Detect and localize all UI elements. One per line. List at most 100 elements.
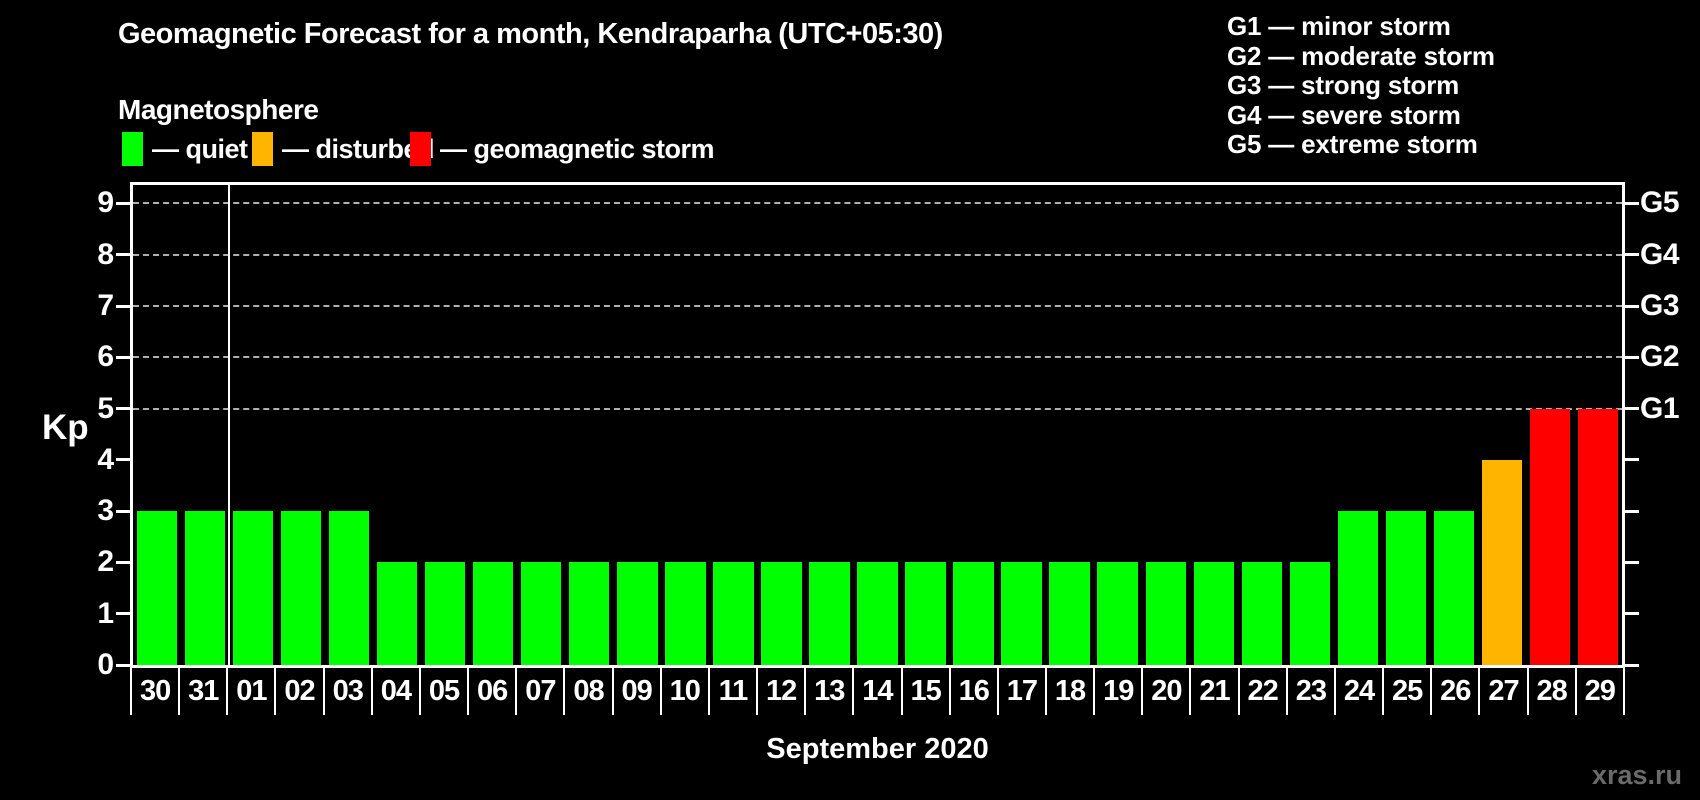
- x-axis-day-labels: 30 31 01 02 03 04 05 06 07 08 09 10 11 12 13 14 15 16 17 18…: [130, 668, 1625, 715]
- bar-slot-day-27: [1478, 185, 1526, 665]
- bar-slot-day-29: [1574, 185, 1622, 665]
- kp-bar-day-22: [1241, 562, 1282, 665]
- y-tick-label-3: 3: [97, 494, 114, 528]
- kp-bar-day-24: [1337, 511, 1378, 665]
- kp-bar-day-12: [761, 562, 802, 665]
- gridline-kp8: [133, 253, 1622, 256]
- day-label-12: 12: [758, 668, 807, 715]
- day-label-28: 28: [1529, 668, 1577, 715]
- bar-slot-day-05: [421, 185, 469, 665]
- kp-bar-day-13: [809, 562, 850, 665]
- x-axis-month-label: September 2020: [766, 733, 989, 765]
- bar-slot-day-13: [805, 185, 853, 665]
- day-label-10: 10: [662, 668, 710, 715]
- gridline-kp7: [133, 305, 1622, 308]
- legend-swatch-quiet-icon: [122, 132, 143, 166]
- day-label-25: 25: [1384, 668, 1433, 715]
- kp-bar-day-20: [1145, 562, 1186, 665]
- day-label-18: 18: [1047, 668, 1096, 715]
- bar-slot-day-18: [1046, 185, 1094, 665]
- kp-bar-day-29: [1577, 408, 1619, 665]
- day-label-11: 11: [710, 668, 759, 715]
- left-tick-kp5: [116, 407, 130, 411]
- kp-bar-day-28: [1529, 408, 1571, 665]
- bar-slot-day-17: [998, 185, 1046, 665]
- y-tick-label-4: 4: [97, 442, 114, 476]
- g-scale-legend: G1 — minor storm G2 — moderate storm G3 — …: [1227, 11, 1495, 160]
- day-label-31: 31: [180, 668, 229, 715]
- bar-slot-day-09: [613, 185, 661, 665]
- kp-bar-day-06: [473, 562, 514, 665]
- bar-slot-day-21: [1190, 185, 1238, 665]
- kp-bar-day-14: [857, 562, 898, 665]
- bar-slot-day-22: [1238, 185, 1286, 665]
- bar-slot-day-12: [757, 185, 805, 665]
- bar-slot-day-11: [709, 185, 757, 665]
- day-label-19: 19: [1095, 668, 1144, 715]
- kp-bar-day-11: [713, 562, 754, 665]
- g-scale-legend-item: G2 — moderate storm: [1227, 40, 1495, 71]
- day-label-09: 09: [614, 668, 662, 715]
- bar-slot-day-20: [1142, 185, 1190, 665]
- day-label-23: 23: [1288, 668, 1336, 715]
- kp-bar-day-30: [136, 511, 178, 665]
- bar-slot-day-30: [133, 185, 181, 665]
- g-axis-label-G3: G3: [1640, 289, 1680, 323]
- kp-bar-day-05: [425, 562, 466, 665]
- kp-bar-day-03: [328, 511, 370, 665]
- kp-bar-day-01: [232, 511, 274, 665]
- legend-heading: Magnetosphere: [118, 94, 319, 125]
- kp-bar-day-18: [1049, 562, 1090, 665]
- bar-slot-day-15: [902, 185, 950, 665]
- left-tick-kp0: [116, 663, 130, 667]
- bar-slot-day-23: [1286, 185, 1334, 665]
- day-label-17: 17: [999, 668, 1047, 715]
- bar-slot-day-28: [1526, 185, 1574, 665]
- y-axis-title: Kp: [42, 408, 89, 447]
- day-label-01: 01: [228, 668, 277, 715]
- day-label-04: 04: [373, 668, 421, 715]
- day-label-03: 03: [325, 668, 373, 715]
- day-label-02: 02: [276, 668, 325, 715]
- day-label-06: 06: [469, 668, 518, 715]
- kp-bar-day-08: [569, 562, 610, 665]
- kp-bar-day-09: [617, 562, 658, 665]
- day-label-07: 07: [517, 668, 566, 715]
- legend-item-disturbed: — disturbed: [252, 131, 435, 167]
- kp-bar-day-10: [665, 562, 706, 665]
- bar-slot-day-08: [565, 185, 613, 665]
- bar-slot-day-19: [1094, 185, 1142, 665]
- kp-bar-day-15: [905, 562, 946, 665]
- right-tick-kp8: [1625, 253, 1639, 257]
- left-tick-kp1: [116, 612, 130, 616]
- right-tick-kp4: [1625, 458, 1639, 462]
- g-axis-label-G4: G4: [1640, 237, 1680, 271]
- day-label-26: 26: [1432, 668, 1481, 715]
- left-tick-kp8: [116, 253, 130, 257]
- left-tick-kp3: [116, 509, 130, 513]
- bar-slot-day-07: [517, 185, 565, 665]
- legend-item-quiet: — quiet: [122, 131, 248, 167]
- left-tick-kp7: [116, 304, 130, 308]
- kp-bar-day-17: [1001, 562, 1042, 665]
- bar-slot-day-02: [277, 185, 325, 665]
- right-tick-kp2: [1625, 560, 1639, 564]
- g-scale-legend-item: G1 — minor storm: [1227, 11, 1451, 41]
- bar-slot-day-25: [1382, 185, 1430, 665]
- right-tick-kp3: [1625, 509, 1639, 513]
- kp-bar-day-16: [953, 562, 994, 665]
- day-label-29: 29: [1577, 668, 1625, 715]
- watermark: xras.ru: [1591, 760, 1682, 790]
- day-label-13: 13: [806, 668, 855, 715]
- bars-container: [133, 185, 1622, 665]
- bar-slot-day-04: [373, 185, 421, 665]
- y-tick-label-7: 7: [97, 289, 114, 323]
- plot-area: [116, 182, 1639, 668]
- right-tick-kp9: [1625, 201, 1639, 205]
- y-tick-label-2: 2: [97, 545, 114, 579]
- legend-label: — disturbed: [282, 133, 435, 164]
- kp-bar-day-21: [1193, 562, 1234, 665]
- right-tick-kp7: [1625, 304, 1639, 308]
- day-label-20: 20: [1143, 668, 1192, 715]
